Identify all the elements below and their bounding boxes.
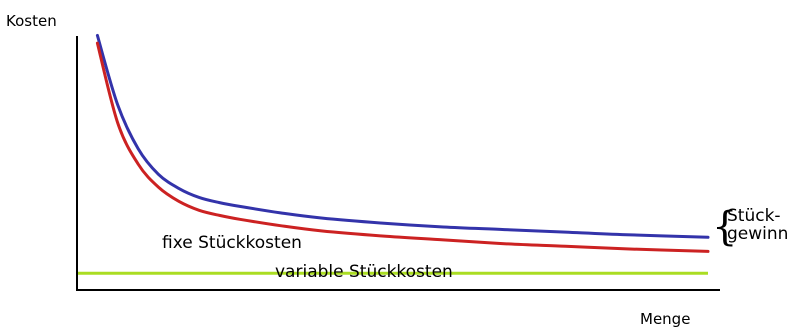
margin-label-line1: Stück- [727,206,781,226]
variable-cost-label: variable Stückkosten [275,262,453,282]
total-unit-cost-curve [95,41,710,253]
total-unit-price-curve [95,33,710,239]
x-axis-label: Menge [640,310,690,328]
y-axis-label: Kosten [6,12,57,30]
margin-label-line2: gewinn [727,224,788,244]
fixed-cost-label: fixe Stückkosten [162,233,302,253]
margin-brace: { [712,204,737,250]
